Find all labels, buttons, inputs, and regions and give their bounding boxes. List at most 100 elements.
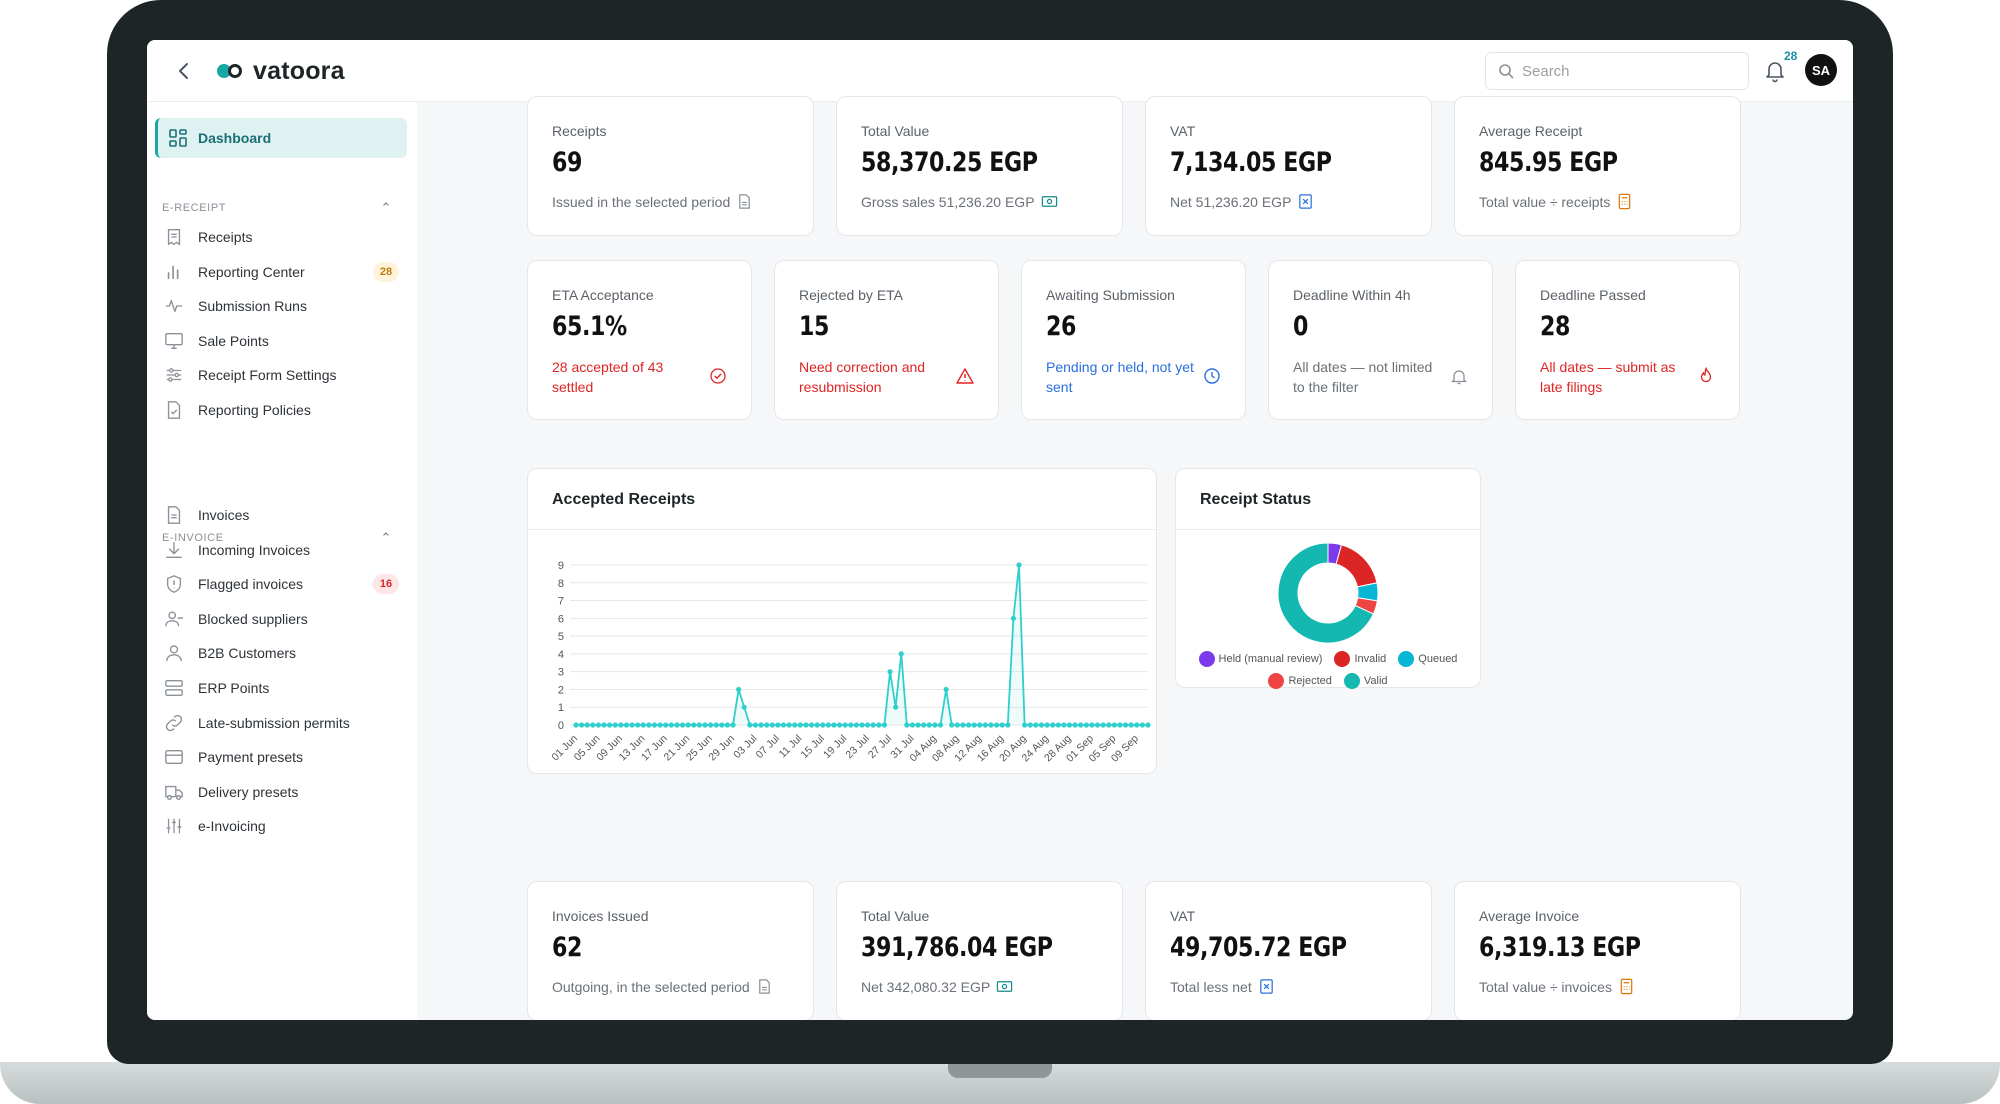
data-point[interactable] <box>960 722 966 728</box>
data-point[interactable] <box>993 722 1000 728</box>
section-e-invoice[interactable]: E-INVOICE ⌃ <box>162 530 392 545</box>
data-point[interactable] <box>836 722 843 728</box>
sidebar-item-reporting-policies[interactable]: Reporting Policies <box>163 392 407 428</box>
data-point[interactable] <box>904 722 910 728</box>
data-point[interactable] <box>820 722 826 728</box>
data-point[interactable] <box>808 722 815 728</box>
data-point[interactable] <box>674 722 680 728</box>
pie-slice-valid[interactable] <box>1277 543 1375 643</box>
data-point[interactable] <box>977 722 983 728</box>
data-point[interactable] <box>1016 562 1022 568</box>
legend-item[interactable]: Held (manual review) <box>1198 651 1322 667</box>
data-point[interactable] <box>971 722 977 728</box>
data-point[interactable] <box>780 722 787 728</box>
avatar[interactable]: SA <box>1805 54 1837 86</box>
pie-slice-invalid[interactable] <box>1335 544 1378 588</box>
data-point[interactable] <box>1038 722 1045 728</box>
data-point[interactable] <box>702 722 708 728</box>
data-point[interactable] <box>657 722 663 728</box>
kpi-card-total-value[interactable]: Total Value 391,786.04 EGP Net 342,080.32 … <box>836 881 1123 1020</box>
data-point[interactable] <box>853 722 859 728</box>
data-point[interactable] <box>786 722 792 728</box>
data-point[interactable] <box>988 722 994 728</box>
data-point[interactable] <box>764 722 770 728</box>
data-point[interactable] <box>713 722 719 728</box>
chevron-up-icon[interactable]: ⌃ <box>380 530 392 545</box>
sidebar-item-payment-presets[interactable]: Payment presets <box>163 739 407 775</box>
data-point[interactable] <box>921 722 927 728</box>
sidebar-item-erp-points[interactable]: ERP Points <box>163 670 407 706</box>
sidebar-item-late-submission-permits[interactable]: Late-submission permits <box>163 705 407 741</box>
data-point[interactable] <box>668 722 674 728</box>
sidebar-item-reporting-center[interactable]: Reporting Center 28 <box>163 254 407 290</box>
data-point[interactable] <box>1089 722 1095 728</box>
data-point[interactable] <box>915 722 921 728</box>
data-point[interactable] <box>1122 722 1129 728</box>
legend-item[interactable]: Rejected <box>1268 673 1332 689</box>
data-point[interactable] <box>825 722 831 728</box>
data-point[interactable] <box>803 722 809 728</box>
data-point[interactable] <box>679 722 686 728</box>
data-point[interactable] <box>1005 722 1011 728</box>
data-point[interactable] <box>629 722 635 728</box>
kpi-card-awaiting-submission[interactable]: Awaiting Submission 26 Pending or held, no… <box>1021 260 1246 420</box>
data-point[interactable] <box>1066 722 1073 728</box>
bell-icon[interactable] <box>1763 58 1787 84</box>
data-point[interactable] <box>1078 722 1084 728</box>
sidebar-item-submission-runs[interactable]: Submission Runs <box>163 288 407 324</box>
chevron-up-icon[interactable]: ⌃ <box>380 200 392 215</box>
data-point[interactable] <box>1094 722 1101 728</box>
kpi-card-eta-acceptance[interactable]: ETA Acceptance 65.1% 28 accepted of 43 set… <box>527 260 752 420</box>
data-point[interactable] <box>752 722 759 728</box>
data-point[interactable] <box>696 722 702 728</box>
data-point[interactable] <box>685 722 691 728</box>
data-point[interactable] <box>965 722 972 728</box>
data-point[interactable] <box>1100 722 1106 728</box>
kpi-card-invoices-issued[interactable]: Invoices Issued 62 Outgoing, in the select… <box>527 881 814 1020</box>
sidebar-item-e-invoicing[interactable]: e-Invoicing <box>163 808 407 844</box>
data-point[interactable] <box>736 686 742 693</box>
data-point[interactable] <box>741 704 747 710</box>
data-point[interactable] <box>870 722 876 728</box>
search-input[interactable] <box>1522 62 1732 80</box>
data-point[interactable] <box>926 722 932 728</box>
kpi-card-average-invoice[interactable]: Average Invoice 6,319.13 EGP Total value ÷… <box>1454 881 1741 1020</box>
data-point[interactable] <box>859 722 865 728</box>
kpi-card-rejected-by-eta[interactable]: Rejected by ETA 15 Need correction and res… <box>774 260 999 420</box>
sidebar-item-delivery-presets[interactable]: Delivery presets <box>163 774 407 810</box>
data-point[interactable] <box>775 722 781 728</box>
data-point[interactable] <box>943 686 949 693</box>
data-point[interactable] <box>691 722 697 728</box>
legend-item[interactable]: Invalid <box>1334 651 1386 667</box>
data-point[interactable] <box>646 722 652 728</box>
data-point[interactable] <box>893 704 899 710</box>
kpi-card-deadline-passed[interactable]: Deadline Passed 28 All dates — submit as l… <box>1515 260 1740 420</box>
data-point[interactable] <box>1050 722 1056 728</box>
data-point[interactable] <box>724 722 731 728</box>
data-point[interactable] <box>792 722 798 728</box>
data-point[interactable] <box>1072 722 1078 728</box>
kpi-card-total-value[interactable]: Total Value 58,370.25 EGP Gross sales 51,2… <box>836 96 1123 236</box>
sidebar-item-flagged-invoices[interactable]: Flagged invoices 16 <box>163 566 407 602</box>
data-point[interactable] <box>865 722 871 728</box>
kpi-card-vat[interactable]: VAT 49,705.72 EGP Total less net <box>1145 881 1432 1020</box>
data-point[interactable] <box>954 722 960 728</box>
data-point[interactable] <box>747 722 753 728</box>
data-point[interactable] <box>797 722 803 728</box>
data-point[interactable] <box>730 722 736 728</box>
sidebar-item-sale-points[interactable]: Sale Points <box>163 323 407 359</box>
data-point[interactable] <box>601 722 607 728</box>
data-point[interactable] <box>707 722 714 728</box>
sidebar-item-receipts[interactable]: Receipts <box>163 219 407 255</box>
data-point[interactable] <box>898 651 904 657</box>
sidebar-item-receipt-form-settings[interactable]: Receipt Form Settings <box>163 357 407 393</box>
data-point[interactable] <box>584 722 590 728</box>
data-point[interactable] <box>1033 722 1039 728</box>
kpi-card-receipts[interactable]: Receipts 69 Issued in the selected period <box>527 96 814 236</box>
receipt-status-chart[interactable] <box>1176 543 1480 643</box>
data-point[interactable] <box>1106 722 1112 728</box>
data-point[interactable] <box>769 722 775 728</box>
data-point[interactable] <box>607 722 613 728</box>
data-point[interactable] <box>1083 722 1089 728</box>
data-point[interactable] <box>937 722 944 728</box>
